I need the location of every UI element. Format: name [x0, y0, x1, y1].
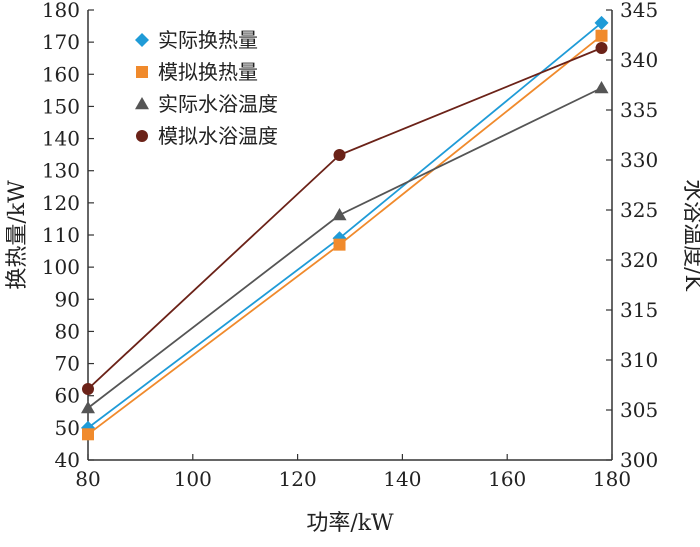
right-y-tick-label: 325: [620, 198, 658, 222]
series-2: [82, 29, 608, 441]
left-y-tick-label: 130: [42, 159, 80, 183]
legend-item-1: 实际换热量: [135, 28, 258, 52]
left-y-tick-label: 40: [55, 448, 80, 472]
left-y-tick-label: 60: [55, 384, 80, 408]
right-y-tick-label: 330: [620, 148, 658, 172]
left-y-tick-label: 160: [42, 62, 80, 86]
right-y-tick-label: 300: [620, 448, 658, 472]
right-y-tick-label: 315: [620, 298, 658, 322]
legend-label: 模拟水浴温度: [158, 124, 278, 148]
right-y-axis-title: 水浴温度/K: [680, 179, 700, 291]
left-y-tick-label: 100: [42, 255, 80, 279]
legend-label: 实际水浴温度: [158, 92, 278, 116]
legend-item-4: 模拟水浴温度: [136, 124, 278, 148]
x-tick-label: 140: [383, 467, 421, 491]
left-y-tick-label: 80: [55, 319, 80, 343]
left-y-tick-label: 180: [42, 0, 80, 22]
x-tick-label: 160: [488, 467, 526, 491]
data-point: [333, 238, 346, 251]
legend-marker: [136, 130, 148, 142]
x-tick-label: 120: [279, 467, 317, 491]
x-tick-label: 80: [75, 467, 100, 491]
x-axis-title: 功率/kW: [306, 511, 394, 536]
data-point: [332, 208, 347, 221]
series-3: [81, 81, 609, 414]
left-y-tick-label: 140: [42, 127, 80, 151]
right-y-tick-label: 305: [620, 398, 658, 422]
left-y-tick-label: 70: [55, 352, 80, 376]
right-y-tick-label: 320: [620, 248, 658, 272]
data-point: [81, 401, 95, 414]
left-y-tick-label: 50: [55, 416, 80, 440]
legend-label: 实际换热量: [158, 28, 258, 52]
left-y-axis-title: 换热量/kW: [5, 180, 30, 290]
left-y-tick-label: 170: [42, 30, 80, 54]
data-point: [82, 428, 94, 441]
x-tick-label: 180: [593, 467, 631, 491]
left-y-tick-label: 90: [55, 287, 80, 311]
axes: 80 100 120 140 160 180 40 50 60 70 80 90 100 110 120 13…: [42, 0, 658, 491]
right-y-tick-label: 310: [620, 348, 658, 372]
data-point: [82, 383, 94, 395]
left-y-tick-label: 150: [42, 94, 80, 118]
legend-marker: [135, 33, 149, 47]
right-y-tick-label: 335: [620, 98, 658, 122]
legend-item-3: 实际水浴温度: [135, 92, 278, 116]
left-y-tick-label: 110: [42, 223, 80, 247]
data-point: [333, 149, 346, 161]
series-4: [82, 42, 608, 395]
legend-marker: [136, 66, 148, 78]
right-y-tick-label: 340: [620, 48, 658, 72]
data-point: [594, 81, 609, 94]
x-tick-label: 100: [174, 467, 212, 491]
data-point: [594, 15, 609, 30]
series-layer: [81, 15, 609, 441]
data-point: [595, 42, 608, 54]
legend-marker: [135, 97, 149, 110]
legend-label: 模拟换热量: [158, 60, 258, 84]
right-y-tick-label: 345: [620, 0, 658, 22]
legend-item-2: 模拟换热量: [136, 60, 258, 84]
data-point: [595, 29, 608, 42]
left-y-tick-label: 120: [42, 191, 80, 215]
